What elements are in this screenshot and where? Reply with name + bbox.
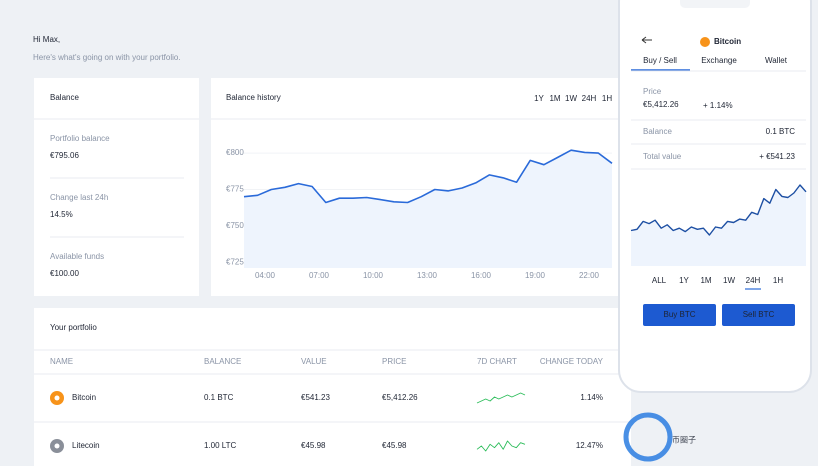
range-option[interactable]: 1M xyxy=(549,94,560,103)
range-option[interactable]: 1W xyxy=(565,94,577,103)
phone-range[interactable]: 1M xyxy=(700,276,711,285)
range-option[interactable]: 1H xyxy=(602,94,612,103)
range-option[interactable]: 24H xyxy=(582,94,597,103)
price-label: Price xyxy=(643,87,662,96)
sparkline-line xyxy=(476,392,526,404)
balance-label: Change last 24h xyxy=(50,193,108,202)
column-header: 7D CHART xyxy=(477,357,517,366)
coin-icon-mark xyxy=(54,443,60,449)
back-arrow[interactable] xyxy=(641,36,652,44)
price-change: + 1.14% xyxy=(703,101,733,110)
coin-price: €5,412.26 xyxy=(382,393,418,402)
column-header: PRICE xyxy=(382,357,406,366)
balance-label: Portfolio balance xyxy=(50,134,110,143)
card-title: Your portfolio xyxy=(50,323,97,332)
sparkline-line xyxy=(476,440,526,452)
x-tick-label: 07:00 xyxy=(309,271,330,280)
coin-balance: 1.00 LTC xyxy=(204,441,237,450)
coin-icon xyxy=(700,37,710,47)
phone-tab[interactable]: Wallet xyxy=(765,56,788,65)
phone-range[interactable]: 1Y xyxy=(679,276,689,285)
history-line xyxy=(243,149,613,204)
coin-balance: 0.1 BTC xyxy=(204,393,234,402)
balance-value: €100.00 xyxy=(50,269,79,278)
phone-notch xyxy=(680,0,750,8)
phone-range[interactable]: ALL xyxy=(652,276,667,285)
phone-range[interactable]: 1W xyxy=(723,276,735,285)
coin-icon-mark xyxy=(54,395,60,401)
card-title: Balance history xyxy=(226,93,281,102)
phone-tab[interactable]: Exchange xyxy=(701,56,737,65)
phone-row-value: 0.1 BTC xyxy=(766,127,796,136)
x-tick-label: 16:00 xyxy=(471,271,492,280)
y-tick-label: €725 xyxy=(226,257,244,266)
action-button[interactable] xyxy=(643,304,716,326)
card-title: Balance xyxy=(50,93,79,102)
coin-value: €541.23 xyxy=(301,393,330,402)
coin-change: 1.14% xyxy=(580,393,603,402)
phone-row-label: Balance xyxy=(643,127,672,136)
column-header: CHANGE TODAY xyxy=(540,357,604,366)
greeting: Hi Max, xyxy=(33,35,60,44)
column-header: NAME xyxy=(50,357,73,366)
y-tick-label: €750 xyxy=(226,221,244,230)
action-button[interactable] xyxy=(722,304,795,326)
range-option[interactable]: 1Y xyxy=(534,94,544,103)
phone-range[interactable]: 24H xyxy=(746,276,761,285)
subtitle: Here's what's going on with your portfol… xyxy=(33,53,181,62)
portfolio-card xyxy=(34,308,631,466)
x-tick-label: 10:00 xyxy=(363,271,384,280)
balance-label: Available funds xyxy=(50,252,104,261)
coin-value: €45.98 xyxy=(301,441,326,450)
price: €5,412.26 xyxy=(643,100,679,109)
history-area xyxy=(244,150,612,268)
phone-frame xyxy=(618,0,812,393)
watermark: 币圈子 xyxy=(672,436,696,445)
balance-value: 14.5% xyxy=(50,210,73,219)
phone-tab[interactable]: Buy / Sell xyxy=(643,56,677,65)
coin-name[interactable]: Litecoin xyxy=(72,441,100,450)
phone-coin: Bitcoin xyxy=(714,37,741,46)
action-button-label[interactable]: Sell BTC xyxy=(743,310,775,319)
x-tick-label: 22:00 xyxy=(579,271,600,280)
watermark-logo xyxy=(623,412,673,462)
coin-price: €45.98 xyxy=(382,441,407,450)
balance-value: €795.06 xyxy=(50,151,79,160)
phone-row-label: Total value xyxy=(643,152,682,161)
x-tick-label: 13:00 xyxy=(417,271,438,280)
y-tick-label: €775 xyxy=(226,185,244,194)
column-header: BALANCE xyxy=(204,357,241,366)
balance-card xyxy=(34,78,199,296)
phone-range[interactable]: 1H xyxy=(773,276,783,285)
y-tick-label: €800 xyxy=(226,148,244,157)
x-tick-label: 19:00 xyxy=(525,271,546,280)
phone-chart-area xyxy=(631,185,806,266)
coin-change: 12.47% xyxy=(576,441,603,450)
x-tick-label: 04:00 xyxy=(255,271,276,280)
phone-chart-line xyxy=(630,184,807,236)
coin-name[interactable]: Bitcoin xyxy=(72,393,96,402)
column-header: VALUE xyxy=(301,357,327,366)
action-button-label[interactable]: Buy BTC xyxy=(663,310,695,319)
phone-row-value: + €541.23 xyxy=(759,152,795,161)
